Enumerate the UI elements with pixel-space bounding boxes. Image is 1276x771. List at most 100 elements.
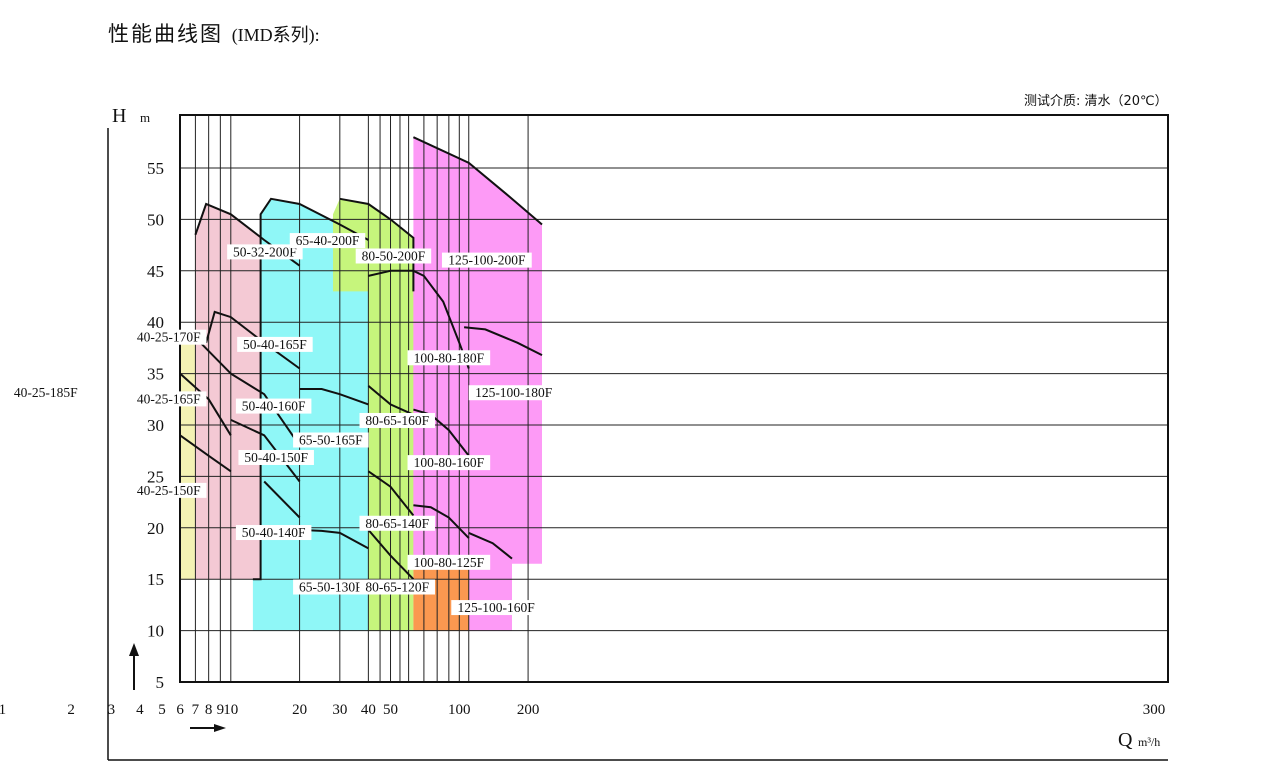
region-label-bg [355, 248, 432, 264]
axis-arrows [129, 643, 226, 732]
head-curve [263, 480, 301, 519]
grid [180, 115, 1168, 682]
x-tick-label: 8 [205, 702, 213, 718]
region-label-bg [130, 329, 207, 345]
curves [0, 136, 543, 581]
region-label: 40-25-150F [137, 483, 201, 498]
x-tick-label: 5 [158, 702, 166, 718]
region-label: 40-25-165F [137, 391, 201, 406]
region-label-bg [451, 600, 542, 616]
y-tick-label: 30 [147, 416, 164, 435]
region-label-bg [359, 515, 435, 531]
region-label: 50-40-160F [242, 399, 306, 414]
region-label-bg [289, 233, 366, 249]
region-label: 40-25-170F [137, 330, 201, 345]
region-label: 100-80-125F [414, 555, 485, 570]
region-label: 80-65-160F [365, 413, 429, 428]
region-top-0 [0, 317, 111, 374]
y-tick-label: 15 [147, 570, 164, 589]
up-arrow-icon [129, 643, 139, 656]
right-arrow-icon [214, 724, 226, 732]
region-label: 125-100-200F [448, 253, 526, 268]
x-tick-label: 4 [136, 702, 144, 718]
region-label-bg [359, 579, 435, 595]
region-label: 40-25-185F [14, 385, 78, 400]
y-axis-label: H [112, 105, 126, 127]
head-curve [413, 504, 470, 539]
region-label-bg [237, 336, 313, 352]
region-label: 50-40-165F [243, 337, 307, 352]
region-label-bg [407, 554, 491, 570]
region-label: 65-50-165F [299, 433, 363, 448]
region-label: 125-100-160F [458, 600, 536, 615]
y-tick-label: 50 [147, 210, 164, 229]
head-curve [230, 372, 301, 447]
region-label: 50-32-200F [233, 244, 297, 259]
region-label-bg [235, 525, 312, 541]
region-top-7 [412, 136, 543, 226]
x-tick-label: 6 [176, 702, 184, 718]
region-label: 50-40-150F [244, 450, 308, 465]
y-tick-label: 10 [147, 622, 164, 641]
y-tick-label: 40 [147, 313, 164, 332]
region-label: 50-40-140F [242, 525, 306, 540]
region-top-8 [468, 531, 513, 560]
page-title: 性能曲线图 (IMD系列): [108, 18, 320, 48]
x-tick-label: 20 [292, 702, 307, 718]
title-sub: (IMD系列): [231, 25, 320, 45]
x-tick-label: 30 [332, 702, 347, 718]
head-curve [367, 470, 415, 517]
region-label: 65-50-130F [299, 580, 363, 595]
region-label-bg [238, 449, 314, 465]
x-tick-label: 100 [448, 702, 471, 718]
region-label-bg [227, 244, 303, 260]
region-label-bg [468, 385, 559, 401]
region-label-bg [359, 412, 435, 428]
x-tick-label: 200 [517, 702, 540, 718]
region-label-bg [293, 432, 369, 448]
head-curve [180, 434, 232, 473]
region-label-bg [441, 252, 532, 268]
region-label-bg [407, 455, 491, 471]
x-tick-label: 40 [361, 702, 376, 718]
region-top-3 [252, 197, 369, 581]
y-tick-label: 55 [147, 159, 164, 178]
x-tick-label: 300 [1143, 702, 1166, 718]
head-curve [464, 326, 543, 356]
head-curve [367, 529, 415, 580]
region-label-bg [293, 579, 369, 595]
x-tick-label: 9 [217, 702, 225, 718]
head-curve [230, 418, 301, 483]
region-top-1 [180, 331, 232, 375]
region-label-bg [130, 482, 207, 498]
region-label-bg [130, 391, 207, 407]
region-label: 80-65-140F [365, 516, 429, 531]
region-label: 80-65-120F [365, 580, 429, 595]
region-label: 65-40-200F [296, 233, 360, 248]
y-tick-label: 45 [147, 262, 164, 281]
x-tick-label: 3 [108, 702, 116, 718]
region-label-bg [8, 385, 84, 401]
title-main: 性能曲线图 [108, 22, 223, 46]
y-tick-label: 35 [147, 365, 164, 384]
y-tick-label: 5 [156, 673, 165, 692]
y-tick-label: 20 [147, 519, 164, 538]
y-tick-label: 25 [147, 467, 164, 486]
head-curve [367, 385, 414, 416]
x-tick-label: 10 [223, 702, 238, 718]
region-label: 80-50-200F [362, 248, 426, 263]
region-label: 125-100-180F [475, 385, 553, 400]
test-medium-note: 测试介质: 清水（20℃） [1024, 94, 1168, 109]
region-label: 100-80-180F [414, 350, 485, 365]
region-label-bg [407, 350, 491, 366]
head-curve [180, 372, 232, 436]
x-tick-label: 1 [0, 702, 6, 718]
head-curve [299, 388, 369, 406]
region-label-bg [235, 398, 312, 414]
x-axis-label: Q [1118, 729, 1133, 751]
x-tick-label: 2 [67, 702, 75, 718]
x-tick-label: 50 [383, 702, 398, 718]
head-curve [413, 408, 470, 457]
region-top-4 [368, 269, 414, 277]
